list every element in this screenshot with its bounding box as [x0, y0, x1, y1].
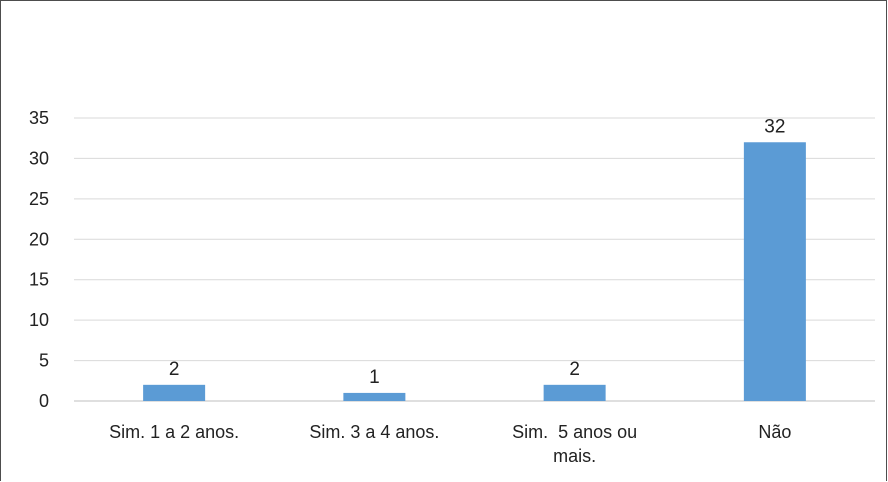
gridlines — [74, 117, 875, 402]
y-tick-label: 15 — [29, 270, 49, 290]
data-label: 1 — [369, 367, 380, 388]
bar — [343, 392, 406, 401]
y-tick-label: 30 — [29, 148, 49, 168]
x-axis-categories: Sim. 1 a 2 anos. Sim. 3 a 4 anos. Sim. 5 a… — [109, 422, 791, 466]
y-axis-ticks: 0 5 10 15 20 25 30 35 — [29, 108, 49, 411]
bar — [143, 384, 206, 401]
y-tick-label: 5 — [39, 351, 49, 371]
bars — [143, 142, 806, 401]
y-tick-label: 0 — [39, 391, 49, 411]
data-label: 2 — [569, 359, 580, 380]
x-category-label: Sim. 3 a 4 anos. — [309, 422, 439, 442]
x-category-label: Sim. 1 a 2 anos. — [109, 422, 239, 442]
data-labels: 2 1 2 32 — [169, 116, 786, 388]
x-category-label: Sim. 5 anos ou — [512, 422, 637, 442]
y-tick-label: 20 — [29, 229, 49, 249]
data-label: 32 — [764, 116, 785, 137]
bar — [743, 142, 806, 401]
bar — [543, 384, 606, 401]
x-category-label: Não — [758, 422, 791, 442]
y-tick-label: 10 — [29, 310, 49, 330]
x-category-label: mais. — [553, 446, 596, 466]
y-tick-label: 35 — [29, 108, 49, 128]
data-label: 2 — [169, 359, 180, 380]
y-tick-label: 25 — [29, 189, 49, 209]
